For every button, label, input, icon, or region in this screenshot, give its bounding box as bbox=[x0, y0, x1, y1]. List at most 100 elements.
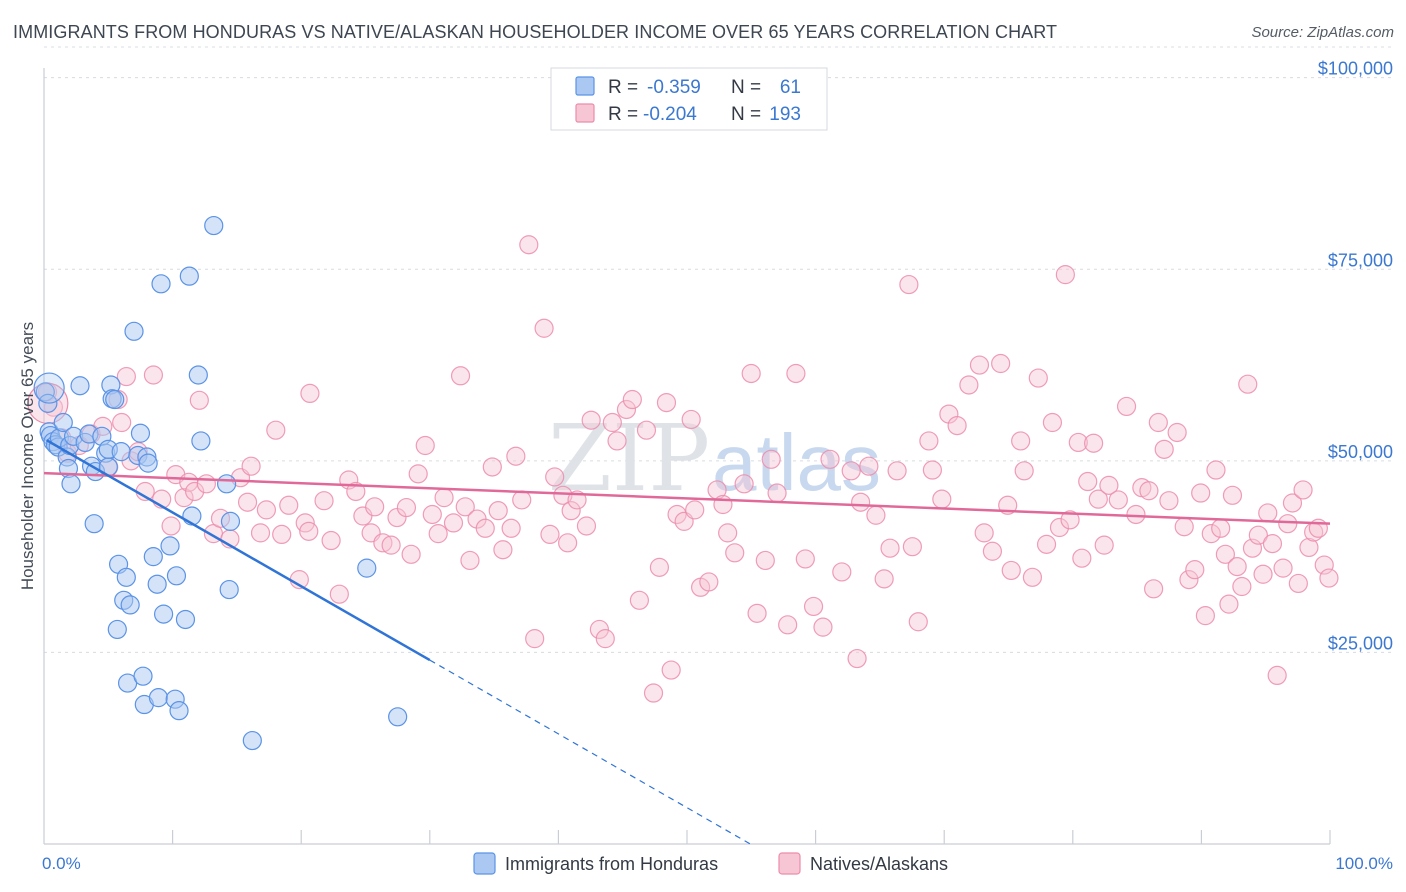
legend-swatch-pink bbox=[575, 103, 595, 123]
natives-point bbox=[1191, 483, 1211, 503]
honduras-point bbox=[138, 453, 158, 473]
natives-point bbox=[1144, 579, 1164, 599]
natives-point bbox=[1088, 489, 1108, 509]
natives-point bbox=[1167, 422, 1187, 443]
honduras-point bbox=[204, 215, 224, 236]
legend-r-label-2: R = bbox=[608, 104, 638, 125]
natives-point bbox=[959, 375, 979, 395]
natives-point bbox=[1055, 265, 1075, 285]
natives-point bbox=[314, 491, 334, 511]
natives-point bbox=[1215, 544, 1235, 564]
natives-point bbox=[482, 457, 502, 477]
natives-point bbox=[428, 524, 448, 544]
natives-point bbox=[365, 497, 385, 517]
natives-point bbox=[1159, 491, 1179, 511]
natives-point bbox=[622, 389, 642, 410]
natives-point bbox=[1094, 535, 1114, 555]
natives-point bbox=[1001, 560, 1021, 581]
natives-point bbox=[1148, 412, 1168, 433]
natives-point bbox=[713, 494, 733, 515]
natives-point bbox=[1232, 576, 1252, 597]
y-tick-label: $75,000 bbox=[1328, 250, 1393, 270]
natives-point bbox=[636, 420, 657, 440]
honduras-point bbox=[191, 431, 211, 451]
x-ticks bbox=[172, 830, 1331, 844]
natives-point bbox=[1262, 534, 1283, 554]
honduras-point bbox=[84, 514, 104, 534]
series-legend-label-natives: Natives/Alaskans bbox=[810, 854, 948, 874]
honduras-point bbox=[130, 423, 151, 443]
honduras-point bbox=[219, 579, 239, 600]
natives-point bbox=[408, 464, 428, 484]
legend-swatch-blue bbox=[575, 76, 595, 96]
natives-point bbox=[185, 481, 205, 502]
honduras-points bbox=[33, 215, 408, 751]
natives-point bbox=[493, 540, 513, 560]
natives-point bbox=[1258, 503, 1278, 523]
natives-point bbox=[767, 483, 787, 503]
honduras-point bbox=[33, 372, 65, 404]
legend-n-label-1: N = bbox=[731, 77, 761, 98]
natives-point bbox=[786, 363, 806, 384]
honduras-point bbox=[147, 574, 167, 594]
natives-point bbox=[545, 467, 565, 487]
natives-point bbox=[443, 513, 464, 533]
natives-point bbox=[1049, 517, 1070, 538]
natives-point bbox=[1179, 570, 1199, 590]
natives-point bbox=[778, 615, 798, 635]
natives-point bbox=[112, 412, 132, 433]
natives-point bbox=[1206, 460, 1226, 480]
natives-point bbox=[540, 524, 560, 545]
natives-point bbox=[1154, 439, 1174, 459]
natives-point bbox=[922, 460, 943, 480]
natives-point bbox=[534, 318, 554, 338]
natives-point bbox=[880, 538, 900, 558]
natives-point bbox=[1126, 504, 1146, 525]
natives-point bbox=[589, 619, 609, 640]
natives-point bbox=[607, 431, 627, 451]
honduras-point bbox=[143, 547, 163, 567]
natives-point bbox=[1185, 560, 1205, 580]
y-tick-labels: $25,000 $50,000 $75,000 $100,000 bbox=[1318, 59, 1393, 654]
natives-point bbox=[859, 456, 879, 476]
honduras-point bbox=[111, 442, 131, 462]
natives-point bbox=[602, 412, 622, 433]
natives-point bbox=[841, 461, 861, 481]
natives-point bbox=[1174, 517, 1194, 537]
natives-point bbox=[558, 533, 578, 553]
natives-point bbox=[813, 617, 833, 637]
natives-point bbox=[718, 523, 738, 543]
honduras-point bbox=[148, 688, 169, 708]
honduras-trend-line bbox=[45, 439, 431, 662]
natives-point bbox=[734, 474, 754, 494]
natives-point bbox=[974, 523, 994, 543]
natives-point bbox=[1042, 412, 1063, 433]
natives-point bbox=[256, 500, 276, 520]
natives-point bbox=[346, 481, 366, 502]
natives-point bbox=[1014, 461, 1034, 481]
natives-point bbox=[1238, 374, 1258, 394]
natives-point bbox=[1028, 368, 1048, 388]
natives-point bbox=[321, 530, 341, 551]
legend-r-label-1: R = bbox=[608, 77, 638, 98]
natives-point bbox=[820, 449, 840, 469]
natives-point bbox=[116, 366, 136, 387]
y-tick-label: $50,000 bbox=[1328, 442, 1393, 462]
series-legend-label-honduras: Immigrants from Honduras bbox=[505, 854, 718, 874]
honduras-point bbox=[160, 536, 180, 556]
natives-point bbox=[1060, 510, 1080, 530]
honduras-point bbox=[179, 266, 199, 286]
honduras-point bbox=[388, 707, 408, 727]
natives-point bbox=[1273, 558, 1293, 578]
natives-point bbox=[501, 518, 521, 538]
legend-r-value-2: -0.204 bbox=[643, 104, 697, 125]
source-credit: Source: ZipAtlas.com bbox=[1251, 24, 1394, 41]
natives-point bbox=[143, 365, 164, 385]
natives-point bbox=[969, 355, 990, 375]
natives-point bbox=[1253, 564, 1273, 584]
natives-point bbox=[576, 516, 597, 536]
natives-point bbox=[874, 569, 894, 589]
chart-title: IMMIGRANTS FROM HONDURAS VS NATIVE/ALASK… bbox=[13, 22, 1058, 42]
honduras-point bbox=[217, 474, 237, 494]
